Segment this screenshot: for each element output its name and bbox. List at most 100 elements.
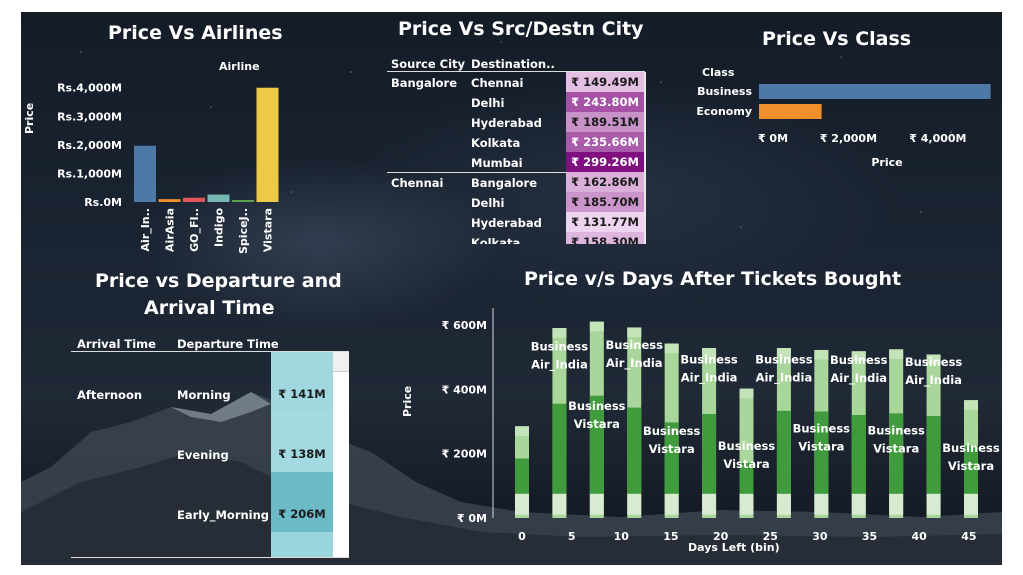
- days-bar-vistara[interactable]: [627, 407, 642, 494]
- days-bar-vistara[interactable]: [889, 413, 904, 494]
- days-annotation-line2: Vistara: [873, 441, 919, 455]
- days-bar-vistara[interactable]: [776, 410, 791, 494]
- airlines-y-tick: Rs.1,000M: [57, 167, 122, 180]
- days-bar-top-segment[interactable]: [814, 349, 829, 360]
- airline-bar[interactable]: [256, 87, 279, 202]
- days-bar-economy[interactable]: [515, 493, 529, 515]
- city-table-scrollbar[interactable]: [644, 72, 646, 244]
- city-price-cell[interactable]: ₹ 131.77M: [566, 212, 644, 232]
- city-title: Price Vs Src/Destn City: [398, 18, 644, 40]
- days-title: Price v/s Days After Tickets Bought: [524, 268, 902, 290]
- airlines-y-tick: Rs.4,000M: [57, 82, 122, 95]
- days-bar-economy[interactable]: [664, 493, 679, 515]
- col-departure-time[interactable]: Departure Time: [177, 337, 279, 351]
- days-annotation-line1: Business: [942, 441, 1000, 455]
- days-bar-economy[interactable]: [627, 493, 642, 515]
- city-price-cell[interactable]: ₹ 149.49M: [566, 72, 644, 92]
- dashboard: Price Vs Airlines Airline Price Rs.0M Rs.…: [21, 12, 1002, 565]
- class-bar[interactable]: [759, 104, 822, 119]
- days-annotation-line1: Business: [867, 423, 925, 437]
- city-price-cell[interactable]: ₹ 189.51M: [566, 112, 644, 132]
- days-bar-top-segment[interactable]: [964, 400, 978, 410]
- days-bar-top-segment[interactable]: [552, 328, 567, 338]
- days-bar-vistara[interactable]: [739, 461, 754, 494]
- days-bar-economy[interactable]: [851, 493, 866, 515]
- scrollbar-thumb[interactable]: [333, 352, 349, 372]
- airline-bar[interactable]: [183, 197, 205, 202]
- days-bar-vistara[interactable]: [814, 411, 829, 494]
- days-annotation-line2: Air_India: [830, 371, 887, 386]
- airline-bar[interactable]: [134, 145, 156, 202]
- days-x-axis-label: Days Left (bin): [688, 541, 780, 554]
- days-bar-economy[interactable]: [814, 493, 829, 515]
- city-price-cell[interactable]: ₹ 299.26M: [566, 152, 644, 172]
- days-bar-top-segment[interactable]: [739, 388, 754, 399]
- city-source-cell: Bangalore: [391, 76, 458, 90]
- airline-tick-label: Indigo: [213, 208, 226, 247]
- days-bar-economy[interactable]: [889, 493, 904, 515]
- days-bar-top-segment[interactable]: [926, 354, 941, 365]
- days-bar-economy[interactable]: [702, 493, 717, 515]
- city-price-cell[interactable]: ₹ 162.86M: [566, 172, 644, 192]
- city-header-divider: [387, 71, 645, 72]
- airline-bar[interactable]: [207, 194, 230, 202]
- airline-tick-label: Air_In..: [139, 208, 152, 252]
- days-bar-economy[interactable]: [739, 493, 754, 515]
- time-price-cell[interactable]: [271, 532, 333, 557]
- airline-bar[interactable]: [232, 200, 254, 202]
- days-bar-economy[interactable]: [926, 493, 941, 515]
- days-bar-top-segment[interactable]: [664, 343, 679, 354]
- airline-bar[interactable]: [158, 199, 181, 202]
- col-source-city[interactable]: Source City: [391, 57, 466, 71]
- days-x-tick: 15: [663, 530, 678, 543]
- days-bar-vistara[interactable]: [515, 458, 529, 494]
- class-legend-title: Class: [702, 66, 735, 79]
- days-bar-top-segment[interactable]: [702, 348, 717, 358]
- airline-tick-label: GO_FI..: [188, 208, 201, 252]
- class-category-label: Business: [697, 85, 752, 98]
- days-bar-top-segment[interactable]: [627, 327, 642, 338]
- time-price-cell[interactable]: ₹ 141M: [271, 352, 333, 412]
- time-price-cell[interactable]: ₹ 138M: [271, 412, 333, 472]
- days-y-tick: ₹ 200M: [442, 448, 487, 461]
- city-destination-cell: Mumbai: [471, 156, 523, 170]
- city-price-cell[interactable]: ₹ 185.70M: [566, 192, 644, 212]
- days-bar-top-segment[interactable]: [589, 321, 604, 332]
- col-destination[interactable]: Destination..: [471, 57, 555, 71]
- city-price-cell[interactable]: ₹ 235.66M: [566, 132, 644, 152]
- class-x-axis-label: Price: [871, 156, 902, 169]
- days-bar-top-segment[interactable]: [515, 426, 529, 436]
- time-title-line1: Price vs Departure and: [95, 270, 342, 292]
- city-price-cell[interactable]: ₹ 243.80M: [566, 92, 644, 112]
- days-x-tick: 0: [518, 530, 526, 543]
- days-bar-economy[interactable]: [589, 493, 604, 515]
- days-bar-vistara[interactable]: [702, 414, 717, 494]
- airlines-y-tick: Rs.2,000M: [57, 139, 122, 152]
- city-destination-cell: Chennai: [471, 76, 524, 90]
- city-price-cell[interactable]: ₹ 158.30M: [566, 232, 644, 244]
- class-x-tick: ₹ 4,000M: [909, 132, 966, 145]
- days-bar-economy[interactable]: [552, 493, 567, 515]
- city-source-cell: Chennai: [391, 176, 444, 190]
- days-bar-economy[interactable]: [776, 493, 791, 515]
- time-table-scrollbar[interactable]: [333, 352, 349, 557]
- days-bar-vistara[interactable]: [664, 422, 679, 494]
- days-x-tick: 35: [862, 530, 877, 543]
- days-bar-vistara[interactable]: [926, 415, 941, 494]
- days-bar-top-segment[interactable]: [851, 351, 866, 361]
- days-bar-vistara[interactable]: [964, 445, 978, 494]
- days-bar-top-segment[interactable]: [776, 348, 791, 358]
- days-bar-vistara[interactable]: [589, 395, 604, 494]
- time-price-cell[interactable]: ₹ 206M: [271, 472, 333, 532]
- days-bar-vistara[interactable]: [851, 415, 866, 494]
- col-arrival-time[interactable]: Arrival Time: [77, 337, 156, 351]
- days-annotation-line1: Business: [905, 355, 963, 369]
- city-destination-cell: Kolkata: [471, 236, 521, 244]
- days-x-tick: 5: [568, 530, 576, 543]
- days-bar-chart: ₹ 0M ₹ 200M ₹ 400M ₹ 600M 0 5 10 15 20 25 30 35 40 45…: [442, 308, 1000, 543]
- class-bar[interactable]: [759, 84, 991, 99]
- days-bar-vistara[interactable]: [552, 403, 567, 494]
- days-bar-top-segment[interactable]: [889, 349, 904, 359]
- days-bar-economy[interactable]: [964, 493, 978, 515]
- airline-tick-label: SpiceJ..: [237, 208, 250, 254]
